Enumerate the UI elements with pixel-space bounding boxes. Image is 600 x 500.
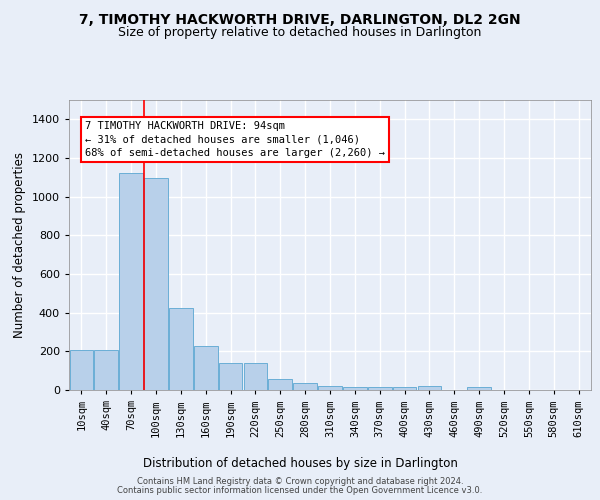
- Bar: [467, 388, 491, 390]
- Bar: [268, 379, 292, 390]
- Bar: [194, 346, 218, 390]
- Bar: [318, 386, 342, 390]
- Text: Size of property relative to detached houses in Darlington: Size of property relative to detached ho…: [118, 26, 482, 39]
- Bar: [244, 363, 267, 390]
- Bar: [219, 363, 242, 390]
- Bar: [293, 382, 317, 390]
- Bar: [343, 388, 367, 390]
- Text: 7 TIMOTHY HACKWORTH DRIVE: 94sqm
← 31% of detached houses are smaller (1,046)
68: 7 TIMOTHY HACKWORTH DRIVE: 94sqm ← 31% o…: [85, 122, 385, 158]
- Y-axis label: Number of detached properties: Number of detached properties: [13, 152, 26, 338]
- Bar: [418, 386, 441, 390]
- Text: 7, TIMOTHY HACKWORTH DRIVE, DARLINGTON, DL2 2GN: 7, TIMOTHY HACKWORTH DRIVE, DARLINGTON, …: [79, 12, 521, 26]
- Bar: [368, 388, 392, 390]
- Text: Distribution of detached houses by size in Darlington: Distribution of detached houses by size …: [143, 458, 457, 470]
- Bar: [70, 350, 93, 390]
- Bar: [169, 308, 193, 390]
- Text: Contains public sector information licensed under the Open Government Licence v3: Contains public sector information licen…: [118, 486, 482, 495]
- Text: Contains HM Land Registry data © Crown copyright and database right 2024.: Contains HM Land Registry data © Crown c…: [137, 477, 463, 486]
- Bar: [144, 178, 168, 390]
- Bar: [94, 350, 118, 390]
- Bar: [393, 388, 416, 390]
- Bar: [119, 174, 143, 390]
